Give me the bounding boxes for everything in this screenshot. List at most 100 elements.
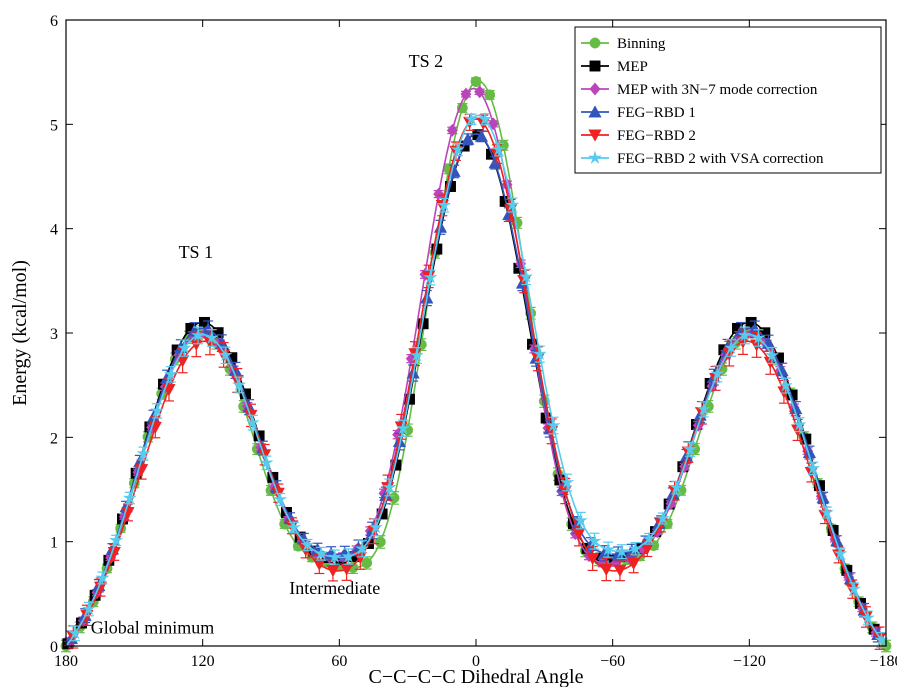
axes: 180 120 60 0 −60 −120 −180 0 1 2 3 4 5 6 C−C−C−C Dihed… <box>9 13 897 687</box>
legend-label: MEP with 3N−7 mode correction <box>617 82 818 98</box>
x-axis-title: C−C−C−C Dihedral Angle <box>369 666 584 687</box>
legend-entry: FEG−RBD 2 <box>581 128 696 144</box>
data-point <box>286 519 301 534</box>
data-point <box>108 532 124 547</box>
y-tick-label: 4 <box>50 222 58 239</box>
annotation-label: Intermediate <box>289 578 380 598</box>
y-tick-label: 0 <box>50 639 58 656</box>
legend-marker <box>589 37 601 49</box>
data-point <box>628 541 643 555</box>
x-tick-label: −180 <box>869 653 897 670</box>
data-point <box>446 123 458 137</box>
data-point <box>313 546 329 560</box>
data-point <box>204 330 219 345</box>
data-point <box>136 445 151 460</box>
data-point <box>846 581 862 596</box>
data-point <box>368 519 383 534</box>
x-tick-label: −60 <box>600 653 625 670</box>
data-point <box>641 531 657 545</box>
data-point <box>573 513 588 527</box>
legend-marker <box>589 82 601 96</box>
legend-marker <box>587 150 603 165</box>
data-point <box>361 557 373 569</box>
data-point <box>655 510 670 525</box>
data-point <box>163 366 178 381</box>
data-point <box>723 340 739 355</box>
data-point <box>460 87 472 101</box>
data-point <box>586 553 600 566</box>
data-point <box>627 557 641 571</box>
series-1 <box>62 129 887 650</box>
y-tick-label: 2 <box>50 430 58 447</box>
data-point <box>272 491 288 506</box>
data-point <box>764 347 780 362</box>
series-line <box>65 114 887 647</box>
data-point <box>395 420 411 435</box>
data-point <box>600 542 616 556</box>
data-point <box>696 401 711 416</box>
data-point <box>778 378 793 392</box>
data-point <box>231 377 247 392</box>
data-point <box>613 564 627 577</box>
legend-box <box>574 26 882 174</box>
data-point <box>737 327 752 342</box>
series-line <box>65 133 887 647</box>
data-point <box>326 565 340 578</box>
data-point <box>614 544 629 558</box>
data-point <box>484 89 496 101</box>
legend-marker <box>588 105 602 118</box>
x-tick-label: −120 <box>733 653 766 670</box>
data-point <box>599 563 613 577</box>
data-point <box>860 610 875 625</box>
data-point <box>710 366 725 381</box>
y-tick-label: 3 <box>50 326 58 343</box>
data-point <box>559 474 575 489</box>
data-point <box>312 558 326 571</box>
data-point <box>491 141 506 156</box>
data-point <box>805 460 821 475</box>
data-point <box>218 347 233 362</box>
annotation-label: Global minimum <box>91 617 215 637</box>
series-line <box>65 118 887 647</box>
data-point <box>505 197 520 212</box>
data-point <box>474 129 489 142</box>
legend-label: FEG−RBD 2 <box>617 128 696 144</box>
data-point <box>470 76 482 88</box>
legend-entry: MEP <box>581 59 648 75</box>
legend-entry: FEG−RBD 1 <box>581 105 696 121</box>
data-point <box>176 355 190 368</box>
data-point <box>67 625 83 640</box>
data-point <box>488 156 502 169</box>
series-4 <box>65 113 887 650</box>
data-point <box>95 570 110 585</box>
legend-label: FEG−RBD 1 <box>617 105 696 121</box>
y-tick-label: 5 <box>50 117 58 134</box>
y-tick-label: 1 <box>50 535 58 552</box>
data-point <box>382 479 397 494</box>
series-3 <box>64 129 887 647</box>
y-axis-title: Energy (kcal/mol) <box>9 260 31 406</box>
plot-area <box>60 76 892 653</box>
x-tick-label: 60 <box>331 653 347 670</box>
data-point <box>461 132 475 145</box>
data-point <box>819 504 834 519</box>
data-point <box>122 490 137 505</box>
legend-marker <box>588 129 602 142</box>
data-point <box>682 441 698 456</box>
data-point <box>751 330 766 345</box>
data-point <box>474 85 486 99</box>
annotation-label: TS 2 <box>409 51 444 71</box>
data-point <box>669 479 684 494</box>
data-point <box>190 327 206 342</box>
data-point <box>245 415 260 429</box>
x-tick-label: 180 <box>54 653 78 670</box>
series-line <box>65 133 887 647</box>
y-tick-label: 6 <box>50 13 58 30</box>
data-point <box>409 347 424 362</box>
legend-entry: MEP with 3N−7 mode correction <box>581 82 818 98</box>
legend: Binning MEP MEP with 3N−7 mode correction F… <box>574 26 882 174</box>
data-point <box>450 142 465 156</box>
annotations: TS 2 TS 1 Intermediate Global minimum <box>91 51 443 638</box>
data-point <box>354 541 370 555</box>
